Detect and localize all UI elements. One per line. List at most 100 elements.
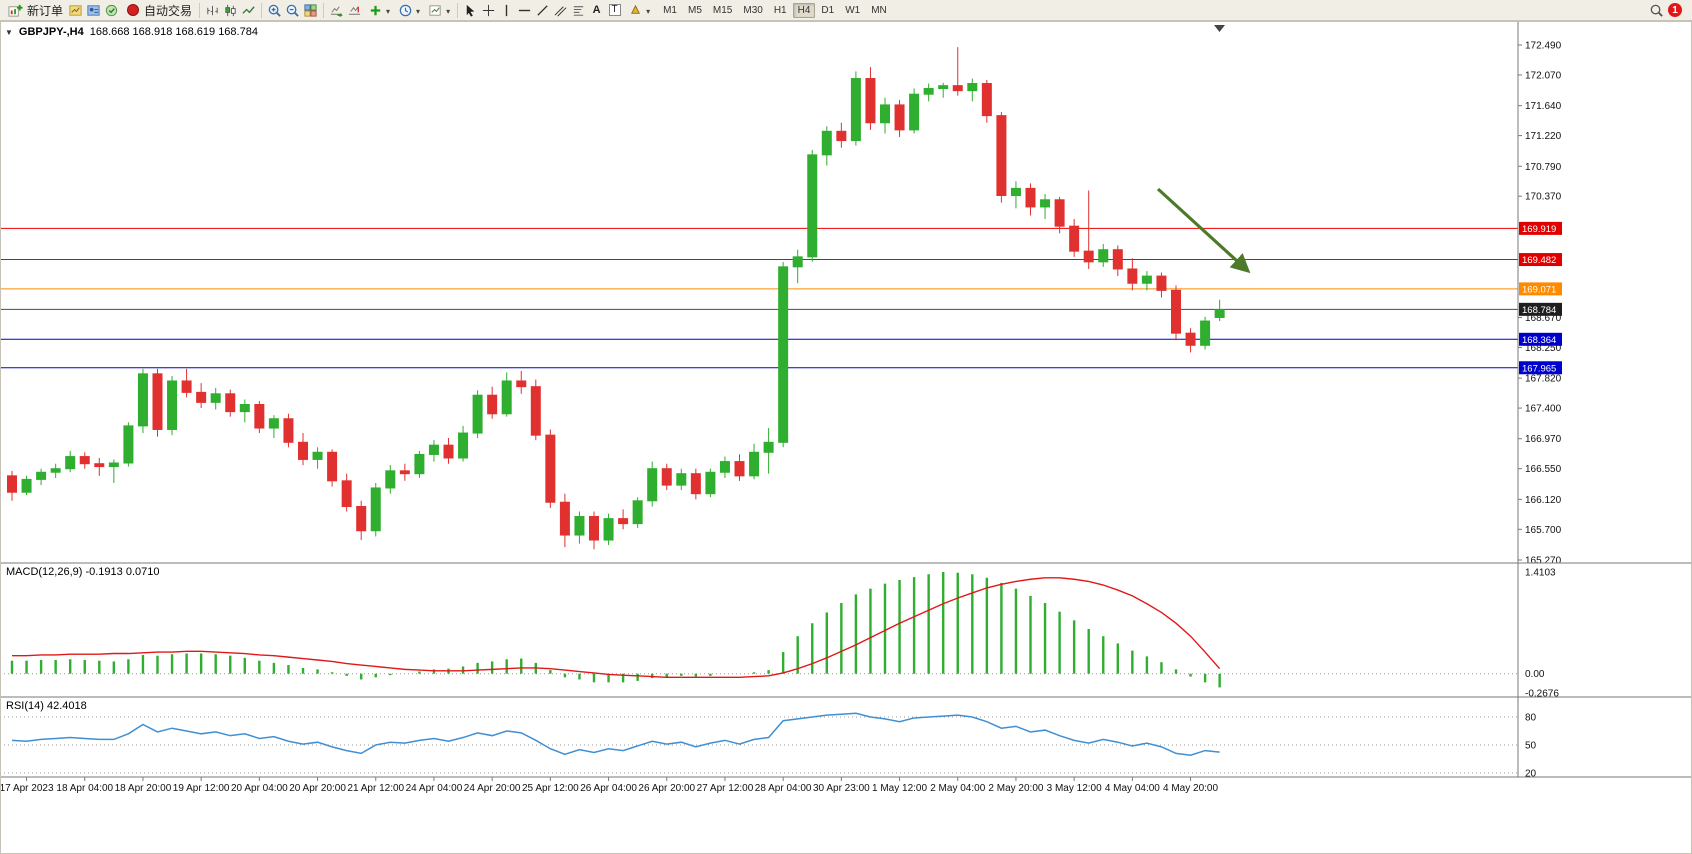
macd-signal-line bbox=[12, 577, 1221, 679]
svg-text:172.070: 172.070 bbox=[1525, 70, 1562, 81]
candlestick-chart-icon[interactable] bbox=[222, 2, 239, 18]
svg-text:171.220: 171.220 bbox=[1525, 131, 1562, 142]
chart-shift-marker bbox=[1214, 25, 1225, 32]
timeframe-button-M1[interactable]: M1 bbox=[663, 4, 677, 16]
svg-text:165.270: 165.270 bbox=[1525, 556, 1562, 567]
vertical-line-icon[interactable] bbox=[498, 2, 515, 18]
svg-text:168.250: 168.250 bbox=[1525, 343, 1562, 354]
macd-pane bbox=[0, 572, 1518, 688]
search-icon[interactable] bbox=[1648, 2, 1665, 18]
svg-text:168.784: 168.784 bbox=[1522, 305, 1556, 316]
pivot-line-badge bbox=[1519, 282, 1562, 296]
time-axis[interactable]: 17 Apr 2023 18 Apr 04:00 18 Apr 20:00 19 Ap… bbox=[0, 777, 1218, 794]
navigator-icon[interactable] bbox=[85, 2, 102, 18]
svg-text:1.4103: 1.4103 bbox=[1525, 568, 1556, 579]
svg-text:26 Apr 20:00: 26 Apr 20:00 bbox=[638, 783, 695, 794]
cursor-icon[interactable] bbox=[462, 2, 479, 18]
svg-text:1 May 12:00: 1 May 12:00 bbox=[872, 783, 927, 794]
one-click-trading-toggle[interactable] bbox=[5, 26, 13, 38]
market-watch-icon[interactable] bbox=[67, 2, 84, 18]
terminal-icon[interactable] bbox=[103, 2, 120, 18]
toolbar: 新订单 自动交易 M1 M5 M15 M30 H1 H4 D1 W1 MN 1 bbox=[0, 0, 1692, 21]
shapes-dropdown[interactable] bbox=[624, 1, 653, 19]
macd-label: MACD(12,26,9) -0.1913 0.0710 bbox=[6, 566, 160, 578]
svg-text:170.370: 170.370 bbox=[1525, 192, 1562, 203]
svg-text:3 May 12:00: 3 May 12:00 bbox=[1047, 783, 1102, 794]
svg-text:167.820: 167.820 bbox=[1525, 374, 1562, 385]
shapes-icon bbox=[627, 2, 644, 18]
svg-text:30 Apr 23:00: 30 Apr 23:00 bbox=[813, 783, 870, 794]
autotrading-button[interactable]: 自动交易 bbox=[121, 1, 195, 19]
zoom-in-icon[interactable] bbox=[266, 2, 283, 18]
svg-text:165.700: 165.700 bbox=[1525, 525, 1562, 536]
fibonacci-icon[interactable] bbox=[570, 2, 587, 18]
timeframe-button-H4[interactable]: H4 bbox=[792, 2, 816, 18]
price-axis[interactable]: 172.490 172.070 171.640 171.220 170.790 170.3… bbox=[1518, 41, 1562, 780]
autotrading-icon bbox=[124, 2, 141, 18]
svg-text:171.640: 171.640 bbox=[1525, 101, 1562, 112]
svg-text:50: 50 bbox=[1525, 741, 1537, 752]
new-order-button[interactable]: 新订单 bbox=[4, 1, 66, 19]
text-icon[interactable] bbox=[588, 2, 605, 18]
trendline-icon[interactable] bbox=[534, 2, 551, 18]
svg-text:166.970: 166.970 bbox=[1525, 434, 1562, 445]
crosshair-icon[interactable] bbox=[480, 2, 497, 18]
toolbar-separator bbox=[323, 2, 325, 18]
timeframe-button-H1[interactable]: H1 bbox=[773, 4, 787, 16]
periods-dropdown[interactable] bbox=[394, 1, 423, 19]
timeframe-button-M5[interactable]: M5 bbox=[688, 4, 702, 16]
add-indicator-dropdown[interactable] bbox=[364, 1, 393, 19]
resistance-line-2-badge bbox=[1519, 253, 1562, 267]
svg-text:4 May 20:00: 4 May 20:00 bbox=[1163, 783, 1218, 794]
timeframe-button-D1[interactable]: D1 bbox=[821, 4, 835, 16]
svg-text:80: 80 bbox=[1525, 713, 1537, 724]
svg-text:21 Apr 12:00: 21 Apr 12:00 bbox=[347, 783, 404, 794]
trend-arrow-object[interactable] bbox=[1156, 187, 1251, 274]
chart-ohlc: 168.668 168.918 168.619 168.784 bbox=[89, 26, 258, 38]
tile-windows-icon[interactable] bbox=[302, 2, 319, 18]
svg-text:167.400: 167.400 bbox=[1525, 404, 1562, 415]
support-line-1-badge bbox=[1519, 332, 1562, 346]
text-label-icon[interactable] bbox=[606, 2, 623, 18]
timeframe-button-M15[interactable]: M15 bbox=[712, 4, 733, 16]
svg-text:4 May 04:00: 4 May 04:00 bbox=[1105, 783, 1160, 794]
price-badges: 169.919 169.482 169.071 168.784 168.364 167.9… bbox=[1519, 221, 1562, 375]
svg-text:19 Apr 12:00: 19 Apr 12:00 bbox=[173, 783, 230, 794]
chart-window[interactable]: 172.490 172.070 171.640 171.220 170.790 170.3… bbox=[0, 21, 1692, 854]
support-line-2-badge bbox=[1519, 361, 1562, 375]
svg-text:170.790: 170.790 bbox=[1525, 162, 1562, 173]
svg-text:27 Apr 12:00: 27 Apr 12:00 bbox=[697, 783, 754, 794]
timeframe-button-W1[interactable]: W1 bbox=[845, 4, 861, 16]
svg-text:24 Apr 04:00: 24 Apr 04:00 bbox=[406, 783, 463, 794]
svg-text:169.919: 169.919 bbox=[1522, 224, 1556, 235]
auto-scroll-icon[interactable] bbox=[328, 2, 345, 18]
svg-text:168.670: 168.670 bbox=[1525, 313, 1562, 324]
rsi-pane bbox=[0, 712, 1518, 774]
zoom-out-icon[interactable] bbox=[284, 2, 301, 18]
svg-text:26 Apr 04:00: 26 Apr 04:00 bbox=[580, 783, 637, 794]
equidistant-channel-icon[interactable] bbox=[552, 2, 569, 18]
notification-badge[interactable]: 1 bbox=[1668, 3, 1682, 17]
chevron-down-icon bbox=[447, 3, 450, 17]
svg-text:0.00: 0.00 bbox=[1525, 669, 1545, 680]
chart-canvas[interactable]: 172.490 172.070 171.640 171.220 170.790 170.3… bbox=[0, 21, 1692, 854]
horizontal-line-icon[interactable] bbox=[516, 2, 533, 18]
new-order-label: 新订单 bbox=[27, 3, 64, 18]
chart-shift-icon[interactable] bbox=[346, 2, 363, 18]
bar-chart-icon[interactable] bbox=[204, 2, 221, 18]
svg-text:25 Apr 12:00: 25 Apr 12:00 bbox=[522, 783, 579, 794]
candlesticks bbox=[7, 47, 1225, 550]
resistance-line-1-badge bbox=[1519, 221, 1562, 235]
timeframe-button-MN[interactable]: MN bbox=[871, 4, 887, 16]
svg-text:24 Apr 20:00: 24 Apr 20:00 bbox=[464, 783, 521, 794]
add-indicator-icon bbox=[367, 2, 384, 18]
svg-text:2 May 20:00: 2 May 20:00 bbox=[988, 783, 1043, 794]
line-chart-icon[interactable] bbox=[240, 2, 257, 18]
timeframe-button-M30[interactable]: M30 bbox=[743, 4, 763, 16]
rsi-label: RSI(14) 42.4018 bbox=[6, 700, 87, 712]
svg-text:17 Apr 2023: 17 Apr 2023 bbox=[0, 783, 54, 794]
templates-dropdown[interactable] bbox=[424, 1, 453, 19]
horizontal-level-lines[interactable] bbox=[0, 227, 1518, 369]
chevron-down-icon bbox=[387, 3, 390, 17]
svg-text:166.550: 166.550 bbox=[1525, 464, 1562, 475]
